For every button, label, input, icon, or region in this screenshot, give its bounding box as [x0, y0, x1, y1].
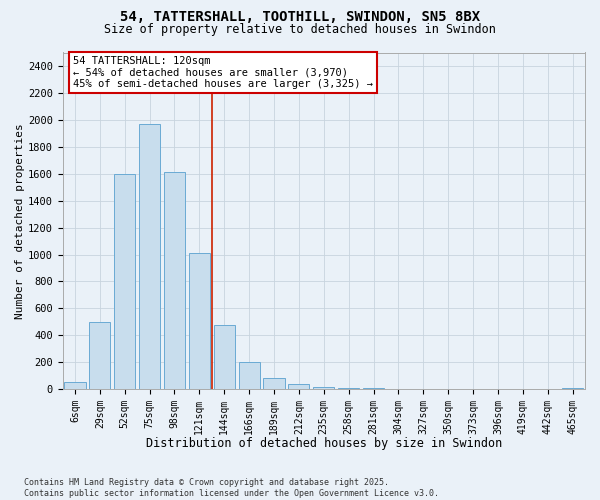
Bar	[164, 172, 185, 389]
Bar	[313, 386, 334, 389]
X-axis label: Distribution of detached houses by size in Swindon: Distribution of detached houses by size …	[146, 437, 502, 450]
Text: 54 TATTERSHALL: 120sqm
← 54% of detached houses are smaller (3,970)
45% of semi-: 54 TATTERSHALL: 120sqm ← 54% of detached…	[73, 56, 373, 89]
Bar	[239, 362, 260, 389]
Bar	[89, 322, 110, 389]
Bar	[562, 388, 583, 389]
Text: 54, TATTERSHALL, TOOTHILL, SWINDON, SN5 8BX: 54, TATTERSHALL, TOOTHILL, SWINDON, SN5 …	[120, 10, 480, 24]
Bar	[288, 384, 310, 389]
Y-axis label: Number of detached properties: Number of detached properties	[15, 123, 25, 319]
Bar	[139, 124, 160, 389]
Bar	[263, 378, 284, 389]
Text: Size of property relative to detached houses in Swindon: Size of property relative to detached ho…	[104, 22, 496, 36]
Bar	[388, 388, 409, 389]
Bar	[363, 388, 384, 389]
Bar	[64, 382, 86, 389]
Bar	[189, 253, 210, 389]
Bar	[114, 174, 135, 389]
Bar	[214, 324, 235, 389]
Text: Contains HM Land Registry data © Crown copyright and database right 2025.
Contai: Contains HM Land Registry data © Crown c…	[24, 478, 439, 498]
Bar	[338, 388, 359, 389]
